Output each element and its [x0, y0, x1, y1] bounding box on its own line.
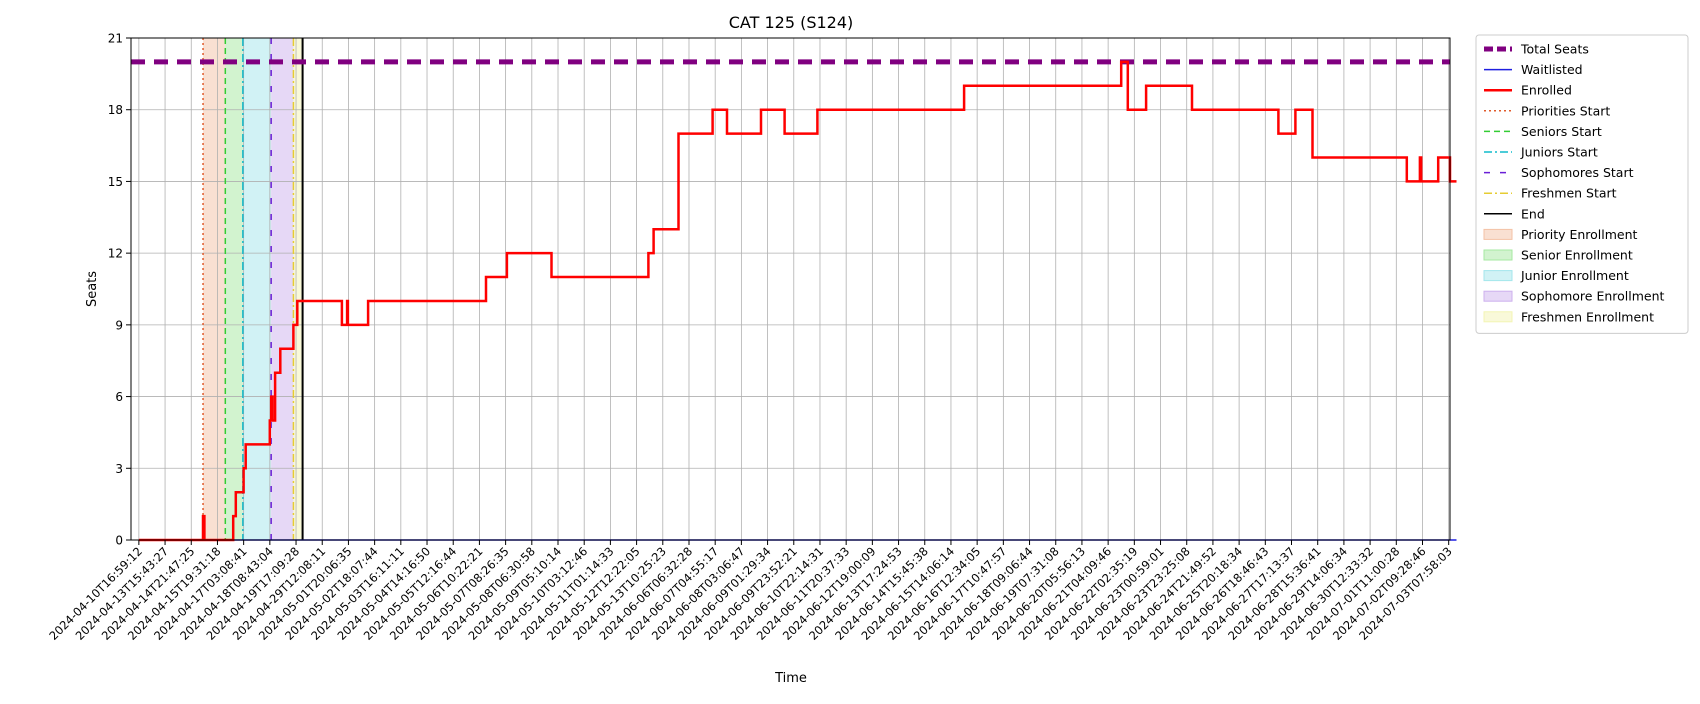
y-tick-label-4: 12 [108, 247, 123, 261]
y-tick-label-0: 0 [115, 534, 123, 548]
phase-band-3 [271, 38, 294, 540]
legend-entry-5: Juniors Start [1484, 145, 1598, 160]
legend-label-13: Freshmen Enrollment [1521, 309, 1654, 324]
legend-entry-6: Sophomores Start [1484, 165, 1634, 180]
phase-band-4 [293, 38, 303, 540]
legend: Total Seats Waitlisted Enrolled Priorities … [1475, 34, 1689, 334]
legend-entry-13: Freshmen Enrollment [1483, 309, 1654, 324]
plot-frame [130, 37, 1451, 541]
y-tick-label-1: 3 [115, 462, 123, 476]
legend-entry-1: Waitlisted [1484, 62, 1583, 77]
legend-entry-0: Total Seats [1484, 42, 1589, 57]
legend-label-7: Freshmen Start [1521, 186, 1617, 201]
legend-entry-4: Seniors Start [1484, 124, 1602, 139]
phase-band-2 [242, 38, 272, 540]
legend-swatch-13 [1483, 311, 1513, 323]
y-tick-label-7: 21 [108, 32, 123, 46]
legend-label-1: Waitlisted [1521, 62, 1583, 77]
legend-swatch-11 [1483, 270, 1513, 282]
y-tick-label-6: 18 [108, 103, 123, 117]
legend-entry-10: Senior Enrollment [1483, 248, 1633, 263]
phase-band-0 [203, 38, 226, 540]
legend-label-11: Junior Enrollment [1520, 268, 1629, 283]
y-axis-label: Seats [85, 271, 100, 307]
enrolled-line [138, 60, 1457, 542]
legend-entry-3: Priorities Start [1484, 103, 1610, 118]
y-tick-label-5: 15 [108, 175, 123, 189]
legend-label-10: Senior Enrollment [1521, 248, 1633, 263]
legend-label-2: Enrolled [1521, 83, 1572, 98]
legend-label-0: Total Seats [1520, 42, 1589, 57]
chart-title: CAT 125 (S124) [729, 13, 854, 32]
legend-entry-9: Priority Enrollment [1483, 227, 1638, 242]
legend-label-4: Seniors Start [1521, 124, 1602, 139]
legend-entry-7: Freshmen Start [1484, 186, 1617, 201]
enrollment-phase-bands [203, 38, 303, 540]
legend-label-8: End [1521, 206, 1545, 221]
legend-label-5: Juniors Start [1520, 145, 1598, 160]
legend-swatch-12 [1483, 290, 1513, 302]
y-tick-label-2: 6 [115, 390, 123, 404]
legend-swatch-10 [1483, 249, 1513, 261]
legend-label-12: Sophomore Enrollment [1521, 289, 1665, 304]
legend-label-6: Sophomores Start [1521, 165, 1634, 180]
legend-label-3: Priorities Start [1521, 103, 1610, 118]
legend-entry-11: Junior Enrollment [1483, 268, 1629, 283]
legend-entry-8: End [1484, 206, 1545, 221]
phase-band-1 [225, 38, 243, 540]
y-tick-label-3: 9 [115, 318, 123, 332]
legend-box [1475, 34, 1689, 334]
legend-entry-2: Enrolled [1484, 83, 1572, 98]
legend-label-9: Priority Enrollment [1521, 227, 1638, 242]
phase-start-markers [202, 38, 304, 540]
y-axis-ticks: 0 3 6 9 12 15 18 21 [108, 32, 131, 548]
legend-entry-12: Sophomore Enrollment [1483, 289, 1665, 304]
legend-swatch-9 [1483, 228, 1513, 240]
x-axis-label: Time [774, 671, 807, 686]
grid-lines [131, 37, 1450, 541]
